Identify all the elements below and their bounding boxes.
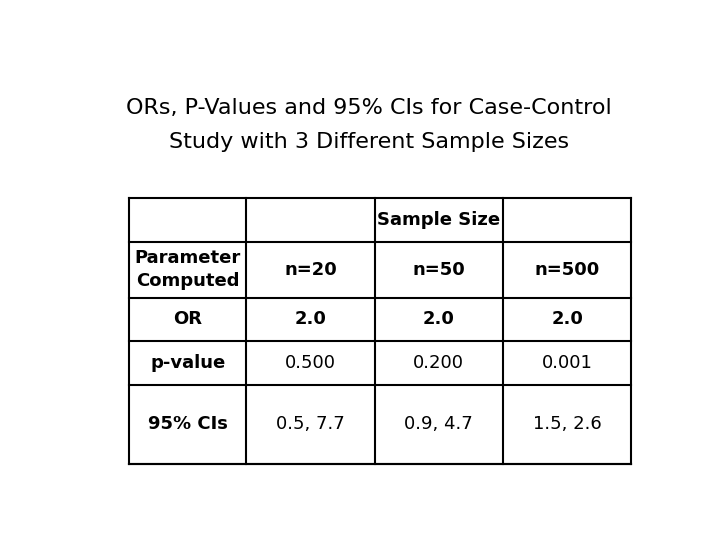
- Text: Parameter
Computed: Parameter Computed: [135, 249, 240, 291]
- Text: 95% CIs: 95% CIs: [148, 415, 228, 434]
- Text: Sample Size: Sample Size: [377, 211, 500, 228]
- Text: 2.0: 2.0: [294, 310, 326, 328]
- Text: n=500: n=500: [534, 261, 600, 279]
- Text: 0.500: 0.500: [285, 354, 336, 372]
- Text: ORs, P-Values and 95% CIs for Case-Control: ORs, P-Values and 95% CIs for Case-Contr…: [126, 98, 612, 118]
- Text: n=50: n=50: [413, 261, 465, 279]
- Text: 0.5, 7.7: 0.5, 7.7: [276, 415, 345, 434]
- Text: OR: OR: [173, 310, 202, 328]
- Text: 2.0: 2.0: [551, 310, 583, 328]
- Text: Study with 3 Different Sample Sizes: Study with 3 Different Sample Sizes: [169, 132, 569, 152]
- Text: 1.5, 2.6: 1.5, 2.6: [533, 415, 601, 434]
- Text: p-value: p-value: [150, 354, 225, 372]
- Text: 0.001: 0.001: [541, 354, 593, 372]
- Text: n=20: n=20: [284, 261, 337, 279]
- Text: 2.0: 2.0: [423, 310, 455, 328]
- Text: 0.9, 4.7: 0.9, 4.7: [405, 415, 473, 434]
- Text: 0.200: 0.200: [413, 354, 464, 372]
